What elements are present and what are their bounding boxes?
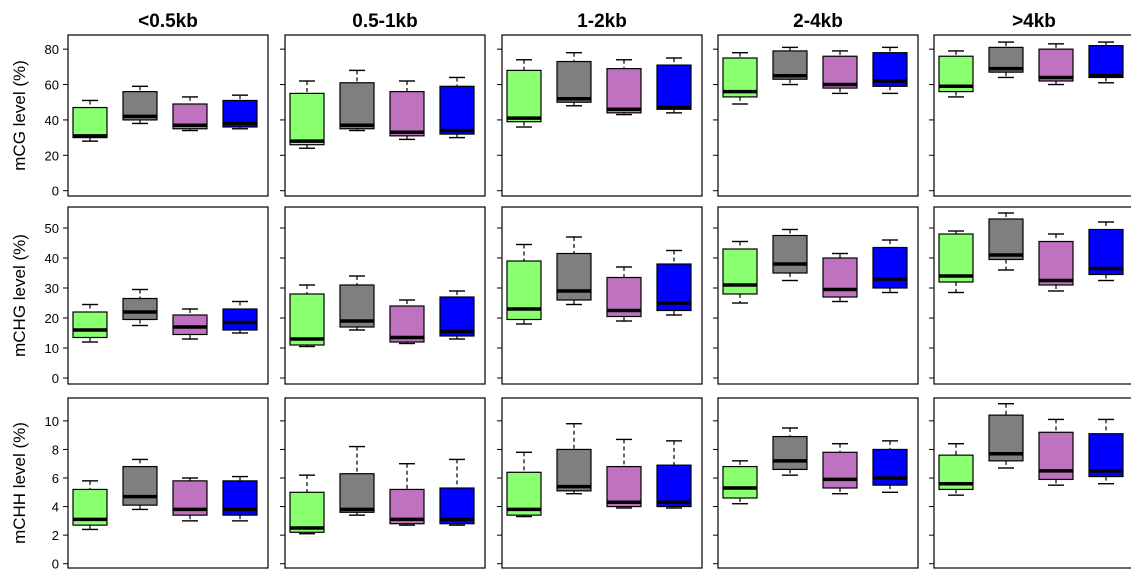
box-green: [722, 248, 758, 295]
y-tick-label: 60: [45, 78, 59, 93]
box-gray: [772, 435, 808, 471]
y-tick-label: 80: [45, 42, 59, 57]
box-green: [289, 491, 325, 533]
box-green: [938, 233, 974, 283]
box-purple: [1038, 48, 1074, 82]
column-title: 1-2kb: [577, 11, 627, 32]
y-tick-label: 8: [52, 442, 59, 457]
box-gray: [122, 297, 158, 321]
panel-frame: [67, 397, 269, 569]
panel-frame: [284, 206, 486, 385]
panel-frame: [933, 397, 1131, 569]
y-axis-label: mCG level (%): [10, 60, 29, 171]
box-purple: [606, 68, 642, 114]
panel-frame: [501, 34, 703, 197]
box-green: [722, 465, 758, 499]
box-gray: [556, 60, 592, 103]
box-gray: [772, 234, 808, 274]
box-purple: [389, 91, 425, 137]
box-green: [72, 311, 108, 339]
panel-frame: [67, 206, 269, 385]
panel-frame: [717, 34, 919, 197]
y-tick-label: 10: [45, 414, 59, 429]
y-tick-label: 10: [45, 341, 59, 356]
box-blue: [656, 64, 692, 110]
box-purple: [822, 451, 858, 489]
panel-frame: [933, 34, 1131, 197]
box-blue: [439, 85, 475, 135]
box-green: [289, 92, 325, 146]
panel-frame: [717, 206, 919, 385]
box-gray: [339, 473, 375, 513]
y-axis-label: mCHG level (%): [10, 234, 29, 357]
box-green: [289, 293, 325, 346]
box-gray: [556, 252, 592, 301]
panel-frame: [501, 206, 703, 385]
y-tick-label: 50: [45, 221, 59, 236]
y-tick-label: 4: [52, 500, 59, 515]
column-title: 2-4kb: [793, 11, 843, 32]
y-tick-label: 2: [52, 528, 59, 543]
column-title: <0.5kb: [138, 11, 198, 32]
box-green: [506, 69, 542, 123]
y-tick-label: 30: [45, 281, 59, 296]
panel-frame: [501, 397, 703, 569]
box-purple: [822, 55, 858, 89]
y-tick-label: 20: [45, 311, 59, 326]
panel-frame: [933, 206, 1131, 385]
box-gray: [988, 218, 1024, 261]
box-green: [72, 106, 108, 139]
box-blue: [872, 448, 908, 486]
y-tick-label: 40: [45, 251, 59, 266]
panel-frame: [284, 34, 486, 197]
box-purple: [1038, 240, 1074, 286]
box-blue: [1088, 45, 1124, 79]
box-blue: [222, 308, 258, 331]
box-purple: [606, 465, 642, 508]
y-tick-label: 0: [52, 371, 59, 386]
panel-frame: [67, 34, 269, 197]
box-gray: [339, 82, 375, 130]
y-axis-label: mCHH level (%): [10, 422, 29, 544]
box-blue: [656, 464, 692, 508]
y-tick-label: 20: [45, 148, 59, 163]
panel-frame: [717, 397, 919, 569]
box-gray: [122, 465, 158, 506]
box-blue: [872, 246, 908, 289]
y-tick-label: 40: [45, 113, 59, 128]
y-tick-label: 0: [52, 557, 59, 572]
box-blue: [439, 296, 475, 337]
box-purple: [172, 314, 208, 336]
column-title: >4kb: [1012, 11, 1056, 32]
panel-frame: [284, 397, 486, 569]
box-gray: [556, 448, 592, 492]
column-title: 0.5-1kb: [352, 11, 417, 32]
y-tick-label: 6: [52, 471, 59, 486]
y-tick-label: 0: [52, 184, 59, 199]
